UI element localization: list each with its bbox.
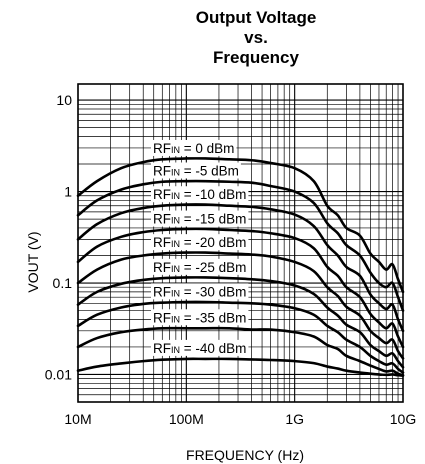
series-label-background	[151, 162, 241, 179]
series-label-1: RFIN = -5 dBm	[153, 163, 239, 178]
series-label-background	[151, 283, 249, 300]
series-label-background	[151, 210, 249, 227]
series-line-7	[76, 326, 405, 377]
series-label-8: RFIN = -40 dBm	[153, 341, 246, 356]
x-tick-label-0: 10M	[64, 411, 91, 427]
series-line-8	[76, 357, 405, 377]
series-labels: RFIN = 0 dBm RFIN = -5 dBm RFIN = -10 dBm R…	[151, 139, 249, 356]
series-line-6	[76, 300, 405, 374]
series-label-background	[151, 186, 249, 203]
series-label-7: RFIN = -35 dBm	[153, 310, 246, 325]
series-line-1	[76, 179, 405, 312]
series-label-2: RFIN = -10 dBm	[153, 187, 246, 202]
series-label-background	[151, 309, 249, 326]
x-axis-label: FREQUENCY (Hz)	[186, 447, 304, 463]
series-line-5	[76, 276, 405, 369]
series-label-5: RFIN = -25 dBm	[153, 260, 246, 275]
series-label-background	[151, 234, 249, 251]
series-line-3	[76, 227, 405, 349]
tick-labels: 10M 100M 1G 10G 0.01 0.1 1 10	[45, 92, 416, 427]
series-line-4	[76, 251, 405, 360]
series-label-3: RFIN = -15 dBm	[153, 212, 246, 227]
chart-title-line-3: Frequency	[213, 48, 300, 67]
series-label-0: RFIN = 0 dBm	[153, 141, 234, 156]
y-tick-label-0: 0.01	[45, 366, 72, 382]
y-tick-label-1: 0.1	[53, 275, 73, 291]
x-tick-label-3: 10G	[390, 411, 416, 427]
series-label-background	[151, 139, 237, 156]
y-axis-label: VOUT (V)	[25, 231, 41, 292]
chart-title-line-1: Output Voltage	[196, 8, 317, 27]
series-group	[76, 157, 405, 377]
plot-frame	[77, 83, 404, 403]
x-tick-label-2: 1G	[285, 411, 304, 427]
series-line-2	[76, 203, 405, 333]
y-tick-label-2: 1	[64, 184, 72, 200]
series-label-6: RFIN = -30 dBm	[153, 284, 246, 299]
x-tick-label-1: 100M	[169, 411, 204, 427]
series-label-background	[151, 258, 249, 275]
series-line-0	[76, 157, 405, 294]
series-label-4: RFIN = -20 dBm	[153, 235, 246, 250]
y-tick-label-3: 10	[56, 92, 72, 108]
chart-title-line-2: vs.	[244, 28, 268, 47]
series-label-background	[151, 339, 249, 356]
